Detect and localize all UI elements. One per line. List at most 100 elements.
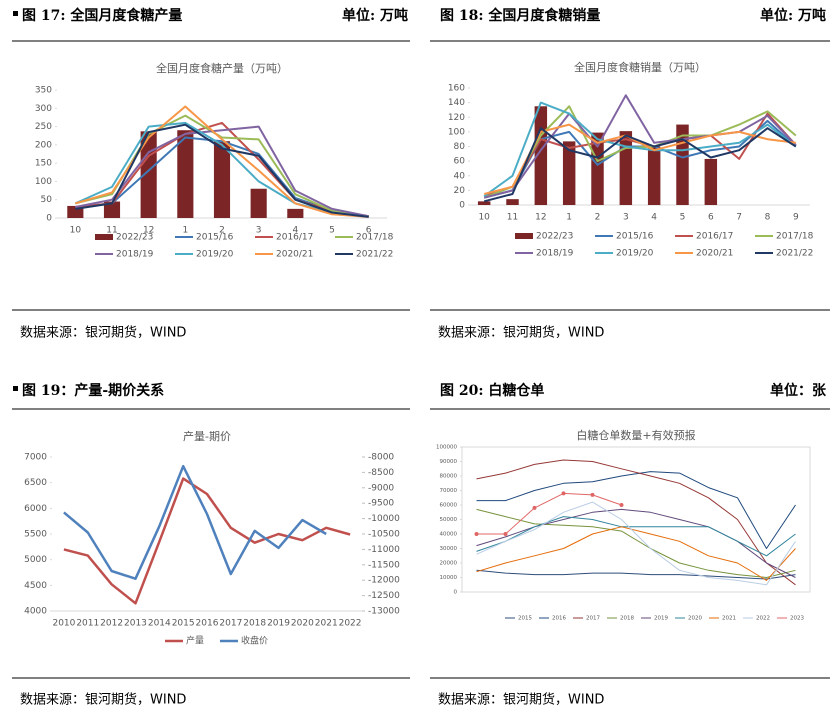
y-tick-label: 6000 [24,504,47,514]
y-tick-label: 80000 [440,474,458,480]
x-tick-label: 2015 [172,619,195,629]
unit: 单位: 万吨 [760,7,826,24]
x-tick-label: 2012 [100,619,123,629]
series-line [483,101,797,198]
x-tick-label: 9 [793,213,799,223]
bullet [13,11,18,16]
marker [532,505,537,510]
x-tick-label: 2022 [339,619,362,629]
y-tick-label: 4500 [24,581,47,591]
series-line [74,121,369,218]
legend-label: 2019/20 [196,250,234,260]
bullet [13,386,18,391]
y-tick-label: 80 [454,142,466,152]
bar [676,124,689,205]
y-tick-label: 20 [454,186,466,196]
legend-label: 2019/20 [616,249,654,259]
caption: 图 20: 白糖仓单 [440,382,544,399]
legend-label: 2016 [552,616,566,622]
y-tick-label: 5000 [24,555,47,565]
y2-tick-label: -12000 [368,576,400,586]
y-tick-label: 350 [35,86,52,96]
y-tick-label: 100 [35,177,52,187]
x-tick-label: 2021 [315,619,338,629]
bar [177,130,194,218]
y2-tick-label: -10000 [368,514,400,524]
x-tick-label: 4 [651,213,657,223]
series-line [476,459,796,586]
legend-label: 2015/16 [196,233,234,243]
y-tick-label: 100000 [436,445,457,451]
legend-label: 2020/21 [276,250,313,260]
y-tick-label: 50 [41,195,53,205]
legend-label: 2020/21 [696,249,733,259]
y-tick-label: 60000 [440,503,458,509]
source: 数据来源：银河期货，WIND [20,325,186,341]
marker [474,532,479,536]
x-tick-label: 2010 [52,619,75,629]
bar [477,201,491,205]
y-tick-label: 7000 [24,453,47,463]
x-tick-label: 2016 [196,619,219,629]
series-line [483,119,797,199]
x-tick-label: 2013 [124,619,147,629]
x-tick-label: 6 [708,213,714,223]
legend-label: 2020 [688,616,702,622]
unit: 单位: 万吨 [342,7,408,24]
x-tick-label: 4 [292,226,298,236]
y2-tick-label: -9000 [368,483,394,493]
x-tick-label: 6 [366,226,372,236]
caption: 图 18: 全国月度食糖销量 [440,7,600,24]
y2-tick-label: -12500 [368,591,400,601]
y-tick-label: 300 [35,104,52,114]
legend-label: 2015 [518,616,532,622]
plot-frame [461,446,811,593]
x-tick-label: 2011 [76,619,99,629]
marker [590,492,595,497]
bar [647,146,661,205]
legend-label: 2022 [756,616,770,622]
series-line [75,105,369,218]
source: 数据来源：银河期货，WIND [20,692,186,708]
legend-swatch [95,234,113,240]
y-tick-label: 70000 [440,488,458,494]
y2-tick-label: -11500 [368,560,400,570]
y-tick-label: 90000 [440,459,458,465]
bar [619,131,633,205]
y-tick-label: 5500 [24,530,47,540]
marker [503,532,508,536]
chart-title: 全国月度食糖产量（万吨） [156,61,288,75]
x-tick-label: 3 [256,226,262,236]
legend-label: 2018/19 [116,250,154,260]
unit: 单位：张 [770,382,827,399]
chart-title: 全国月度食糖销量（万吨） [574,60,706,74]
legend-label: 2022/23 [536,232,573,242]
legend-label: 2017 [586,616,600,622]
x-tick-label: 2020 [291,619,314,629]
y-tick-label: 120 [448,113,465,123]
legend-label: 2018/19 [536,249,574,259]
y-tick-label: 40000 [440,532,458,538]
x-tick-label: 3 [623,213,629,223]
x-tick-label: 11 [106,226,117,236]
bar [704,158,718,205]
x-tick-label: 8 [765,213,771,223]
legend-label: 2021/22 [356,250,393,260]
y-tick-label: 60 [454,157,466,167]
series-line [483,94,797,199]
x-tick-label: 10 [478,213,490,223]
x-tick-label: 5 [329,226,335,236]
y-tick-label: 50000 [440,517,458,523]
y-tick-label: 200 [35,140,52,150]
bar [103,201,121,218]
legend-label: 产量 [186,635,204,647]
y-tick-label: 0 [46,214,52,224]
legend-label: 2015/16 [616,232,654,242]
legend-label: 2016/17 [276,233,313,243]
y-tick-label: 150 [35,159,52,169]
y-tick-label: 6500 [24,478,47,488]
legend-label: 2019 [654,616,668,622]
marker [561,491,566,496]
marker [619,503,624,507]
x-tick-label: 2014 [148,619,171,629]
